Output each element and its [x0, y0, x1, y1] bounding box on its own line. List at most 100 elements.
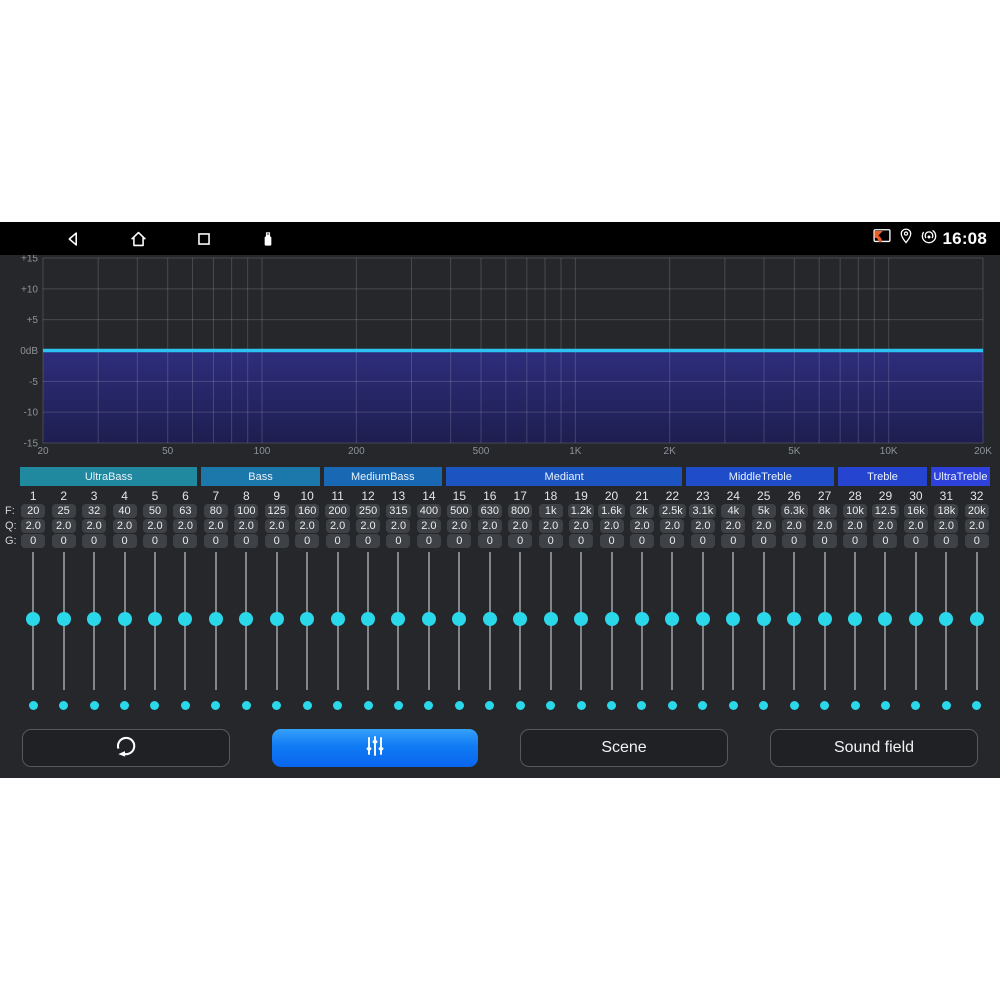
slider-thumb[interactable]: [421, 612, 436, 627]
eq-band-slider[interactable]: [79, 550, 109, 694]
q-value-chip[interactable]: 2.0: [142, 519, 167, 533]
gain-value-chip[interactable]: 0: [934, 534, 959, 548]
gain-value-chip[interactable]: 0: [538, 534, 563, 548]
frequency-value-chip[interactable]: 400: [416, 504, 442, 518]
q-value-chip[interactable]: 2.0: [751, 519, 776, 533]
q-value-chip[interactable]: 2.0: [934, 519, 959, 533]
slider-thumb[interactable]: [147, 612, 162, 627]
q-value-chip[interactable]: 2.0: [416, 519, 441, 533]
band-dot[interactable]: [150, 700, 160, 710]
gain-value-chip[interactable]: 0: [964, 534, 989, 548]
gain-value-chip[interactable]: 0: [173, 534, 198, 548]
eq-band-slider[interactable]: [596, 550, 626, 694]
slider-thumb[interactable]: [726, 612, 741, 627]
slider-thumb[interactable]: [208, 612, 223, 627]
gain-value-chip[interactable]: 0: [508, 534, 533, 548]
eq-band-slider[interactable]: [414, 550, 444, 694]
frequency-value-chip[interactable]: 50: [142, 504, 167, 518]
band-dot[interactable]: [911, 700, 921, 710]
eq-band-slider[interactable]: [170, 550, 200, 694]
band-dot[interactable]: [607, 700, 617, 710]
gain-value-chip[interactable]: 0: [234, 534, 259, 548]
band-dot[interactable]: [302, 700, 312, 710]
frequency-value-chip[interactable]: 500: [447, 504, 472, 518]
eq-band-slider[interactable]: [657, 550, 687, 694]
band-dot[interactable]: [576, 700, 586, 710]
frequency-value-chip[interactable]: 2k: [629, 504, 654, 518]
q-value-chip[interactable]: 2.0: [812, 519, 837, 533]
eq-band-slider[interactable]: [48, 550, 78, 694]
band-dot[interactable]: [759, 700, 769, 710]
band-dot[interactable]: [393, 700, 403, 710]
eq-band-slider[interactable]: [262, 550, 292, 694]
usb-icon[interactable]: [258, 228, 278, 250]
q-value-chip[interactable]: 2.0: [599, 519, 624, 533]
gain-value-chip[interactable]: 0: [356, 534, 381, 548]
eq-band-slider[interactable]: [566, 550, 596, 694]
frequency-value-chip[interactable]: 3.1k: [689, 504, 717, 518]
band-dot[interactable]: [941, 700, 951, 710]
slider-thumb[interactable]: [56, 612, 71, 627]
band-dot[interactable]: [972, 700, 982, 710]
gain-value-chip[interactable]: 0: [386, 534, 411, 548]
frequency-value-chip[interactable]: 32: [82, 504, 107, 518]
frequency-value-chip[interactable]: 40: [112, 504, 137, 518]
band-dot[interactable]: [515, 700, 525, 710]
eq-band-slider[interactable]: [627, 550, 657, 694]
band-group-bass[interactable]: Bass: [201, 467, 320, 486]
eq-band-slider[interactable]: [535, 550, 565, 694]
q-value-chip[interactable]: 2.0: [447, 519, 472, 533]
eq-band-slider[interactable]: [322, 550, 352, 694]
slider-thumb[interactable]: [361, 612, 376, 627]
band-dot[interactable]: [454, 700, 464, 710]
eq-band-slider[interactable]: [140, 550, 170, 694]
reset-button[interactable]: [22, 729, 230, 767]
eq-band-slider[interactable]: [505, 550, 535, 694]
slider-thumb[interactable]: [787, 612, 802, 627]
gain-value-chip[interactable]: 0: [264, 534, 289, 548]
band-dot[interactable]: [120, 700, 130, 710]
gain-value-chip[interactable]: 0: [477, 534, 502, 548]
slider-thumb[interactable]: [239, 612, 254, 627]
band-dot[interactable]: [28, 700, 38, 710]
band-dot[interactable]: [880, 700, 890, 710]
eq-band-slider[interactable]: [931, 550, 961, 694]
gain-value-chip[interactable]: 0: [812, 534, 837, 548]
gain-value-chip[interactable]: 0: [112, 534, 137, 548]
q-value-chip[interactable]: 2.0: [660, 519, 685, 533]
eq-band-slider[interactable]: [444, 550, 474, 694]
q-value-chip[interactable]: 2.0: [964, 519, 989, 533]
q-value-chip[interactable]: 2.0: [477, 519, 502, 533]
q-value-chip[interactable]: 2.0: [508, 519, 533, 533]
band-dot[interactable]: [485, 700, 495, 710]
sound-field-button[interactable]: Sound field: [770, 729, 978, 767]
slider-thumb[interactable]: [269, 612, 284, 627]
band-dot[interactable]: [180, 700, 190, 710]
frequency-value-chip[interactable]: 160: [294, 504, 320, 518]
q-value-chip[interactable]: 2.0: [721, 519, 746, 533]
eq-band-slider[interactable]: [201, 550, 231, 694]
frequency-value-chip[interactable]: 25: [51, 504, 76, 518]
q-value-chip[interactable]: 2.0: [112, 519, 137, 533]
q-value-chip[interactable]: 2.0: [234, 519, 259, 533]
slider-thumb[interactable]: [604, 612, 619, 627]
slider-thumb[interactable]: [878, 612, 893, 627]
q-value-chip[interactable]: 2.0: [51, 519, 76, 533]
q-value-chip[interactable]: 2.0: [629, 519, 654, 533]
frequency-value-chip[interactable]: 63: [173, 504, 198, 518]
frequency-value-chip[interactable]: 100: [234, 504, 259, 518]
eq-band-slider[interactable]: [353, 550, 383, 694]
band-dot[interactable]: [667, 700, 677, 710]
equalizer-button[interactable]: [272, 729, 478, 767]
frequency-value-chip[interactable]: 12.5: [871, 504, 900, 518]
gain-value-chip[interactable]: 0: [416, 534, 441, 548]
gain-value-chip[interactable]: 0: [629, 534, 654, 548]
eq-band-slider[interactable]: [18, 550, 48, 694]
q-value-chip[interactable]: 2.0: [843, 519, 868, 533]
slider-thumb[interactable]: [969, 612, 984, 627]
frequency-value-chip[interactable]: 8k: [812, 504, 837, 518]
band-dot[interactable]: [424, 700, 434, 710]
slider-thumb[interactable]: [939, 612, 954, 627]
gain-value-chip[interactable]: 0: [721, 534, 746, 548]
gain-value-chip[interactable]: 0: [843, 534, 868, 548]
